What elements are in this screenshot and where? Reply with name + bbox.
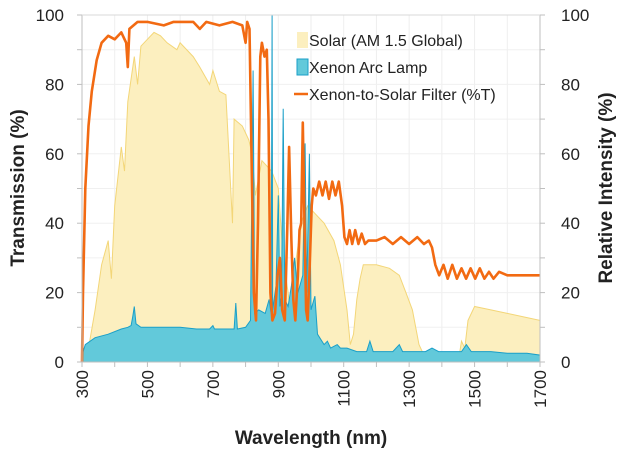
y-tick-label-left: 20 [45,284,64,303]
legend-label-1: Xenon Arc Lamp [309,60,427,77]
y-tick-label-left: 100 [36,6,64,25]
legend-label-0: Solar (AM 1.5 Global) [309,33,463,50]
y-tick-label-left: 0 [55,353,64,372]
y-tick-label-right: 60 [561,145,580,164]
legend: Solar (AM 1.5 Global) Xenon Arc Lamp Xenon… [294,32,496,104]
legend-swatch-0 [297,32,308,48]
axes: 300 500 700 900 1100 1300 1500 1700 0 0 20 20 40 40 60… [36,6,590,408]
legend-swatch-1 [296,58,309,76]
x-tick-label: 700 [204,370,223,398]
x-tick-label: 500 [138,370,157,398]
y-tick-label-right: 20 [561,284,580,303]
series-area-1 [81,14,541,363]
y-axis-label-right: Relative Intensity (%) [596,92,617,283]
x-tick-label: 1300 [400,370,419,408]
series-line-2 [80,20,540,363]
y-tick-label-left: 60 [45,145,64,164]
y-axis-label-left: Transmission (%) [8,109,29,266]
y-tick-label-left: 40 [45,214,64,233]
x-tick-label: 1100 [335,370,354,407]
y-tick-label-right: 80 [561,75,580,94]
x-tick-label: 1700 [531,370,550,408]
y-tick-label-right: 100 [561,6,589,25]
series-layer [80,14,541,363]
y-tick-label-right: 0 [561,353,570,372]
x-tick-label: 900 [269,370,288,398]
x-axis-label: Wavelength (nm) [235,428,387,449]
x-tick-label: 300 [73,370,92,398]
y-tick-label-right: 40 [561,214,580,233]
y-tick-label-left: 80 [45,75,64,94]
legend-label-2: Xenon-to-Solar Filter (%T) [309,87,496,104]
x-tick-label: 1500 [466,370,485,408]
